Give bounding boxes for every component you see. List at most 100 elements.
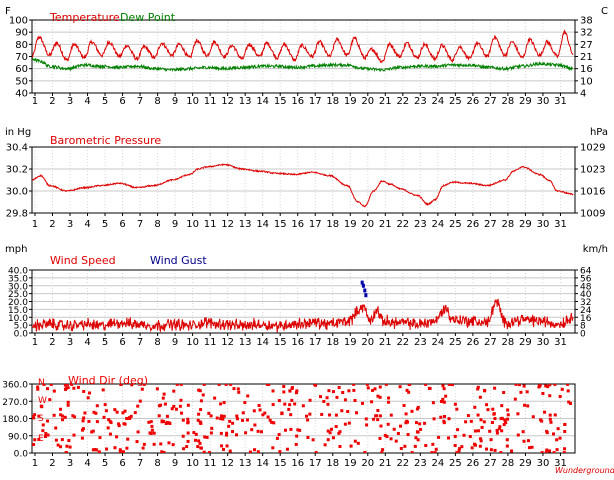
wind-dir-point	[540, 451, 544, 453]
y-tick-label-left: 25.0	[8, 290, 28, 300]
wind-dir-point	[413, 444, 417, 448]
x-tick-label: 3	[67, 219, 73, 230]
wind-dir-point	[196, 418, 200, 422]
wind-dir-point	[462, 433, 466, 437]
wind-dir-point	[398, 424, 402, 428]
wind-dir-point	[493, 386, 497, 390]
wind-dir-point	[407, 390, 411, 394]
wind-dir-point	[199, 446, 203, 450]
x-tick-label: 27	[484, 219, 497, 230]
wind-dir-point	[327, 389, 331, 393]
wind-dir-point	[46, 419, 50, 423]
x-tick-label: 17	[309, 458, 322, 469]
wind-dir-point	[278, 450, 282, 453]
y-tick-label-left: 29.8	[6, 209, 28, 220]
wind-dir-point	[217, 384, 221, 386]
wind-dir-point	[296, 428, 300, 432]
wind-dir-point	[295, 389, 299, 393]
wind-dir-point	[92, 410, 96, 414]
x-tick-label: 19	[344, 458, 357, 469]
wind-dir-point	[277, 399, 281, 403]
wind-dir-point	[61, 414, 65, 418]
y-tick-label-left: 0.0	[14, 450, 29, 460]
wind-dir-point	[174, 407, 178, 411]
wind-dir-point	[469, 419, 473, 423]
wind-dir-point	[326, 429, 330, 433]
wind-dir-point	[441, 384, 445, 388]
direction-label: E	[38, 434, 44, 444]
y-tick-label-right: 16	[580, 314, 592, 324]
wind-dir-point	[155, 387, 159, 391]
x-tick-label: 31	[554, 337, 567, 348]
wind-dir-point	[541, 391, 545, 395]
wind-dir-point	[376, 418, 380, 422]
wind-dir-point	[222, 401, 226, 405]
wind-dir-point	[152, 442, 156, 446]
y-tick-label-left: 0.0	[14, 330, 29, 340]
wind-dir-point	[530, 445, 534, 449]
wind-dir-point	[343, 422, 347, 426]
wind-dir-point	[40, 405, 44, 409]
y-tick-label-right: 56	[580, 274, 592, 284]
wind-dir-point	[87, 419, 91, 423]
wind-dir-point	[294, 391, 298, 395]
wind-dir-point	[130, 384, 134, 387]
wind-dir-point	[320, 412, 324, 416]
wind-dir-point	[338, 430, 342, 434]
wind-dir-point	[243, 401, 247, 405]
wind-dir-point	[517, 384, 521, 387]
wind-dir-point	[142, 442, 146, 446]
wind-dir-point	[235, 433, 239, 437]
series-title: Barometric Pressure	[50, 134, 161, 147]
wind-dir-point	[525, 390, 529, 394]
x-tick-label: 14	[256, 337, 269, 348]
wind-dir-point	[493, 448, 497, 452]
wind-dir-point	[265, 384, 269, 386]
x-tick-label: 23	[414, 96, 427, 107]
wind-dir-point	[311, 438, 315, 442]
wind-dir-point	[231, 421, 235, 425]
wind-dir-point	[378, 395, 382, 399]
wind-dir-point	[389, 413, 393, 417]
wind-dir-point	[519, 390, 523, 394]
wind-dir-point	[113, 408, 117, 412]
x-tick-label: 15	[274, 458, 287, 469]
wind-dir-point	[182, 447, 186, 451]
wind-dir-point	[423, 421, 427, 425]
wind-dir-point	[105, 447, 109, 451]
wind-dir-point	[500, 429, 504, 433]
wind-dir-point	[213, 396, 217, 400]
gust-point	[360, 280, 364, 285]
y-tick-label-left: 15.0	[8, 306, 28, 316]
wind-dir-point	[384, 384, 388, 386]
wind-dir-point	[270, 420, 274, 424]
wind-dir-point	[372, 417, 376, 421]
wind-dir-point	[490, 421, 494, 425]
x-tick-label: 17	[309, 219, 322, 230]
x-tick-label: 14	[256, 96, 269, 107]
x-tick-label: 7	[137, 219, 143, 230]
wind-dir-point	[502, 423, 506, 427]
wind-dir-point	[347, 421, 351, 425]
wind-dir-point	[486, 408, 490, 412]
chart-panel-3: 40.035.030.025.020.015.010.05.00.0645648…	[5, 244, 608, 348]
x-tick-label: 13	[239, 219, 252, 230]
direction-label: W	[38, 396, 47, 406]
wind-dir-point	[56, 443, 60, 447]
wind-dir-point	[71, 414, 75, 418]
series-line	[32, 163, 574, 208]
wind-dir-point	[405, 388, 409, 392]
wind-dir-point	[308, 412, 312, 416]
wind-dir-point	[152, 431, 156, 435]
x-tick-label: 18	[326, 458, 339, 469]
wind-dir-point	[394, 439, 398, 443]
wind-dir-point	[455, 451, 459, 453]
x-tick-label: 19	[344, 337, 357, 348]
wind-dir-point	[101, 388, 105, 392]
direction-label: N	[38, 378, 45, 388]
wind-dir-point	[485, 447, 489, 451]
wind-dir-point	[197, 439, 201, 443]
wind-dir-point	[245, 418, 249, 422]
x-tick-label: 19	[344, 96, 357, 107]
